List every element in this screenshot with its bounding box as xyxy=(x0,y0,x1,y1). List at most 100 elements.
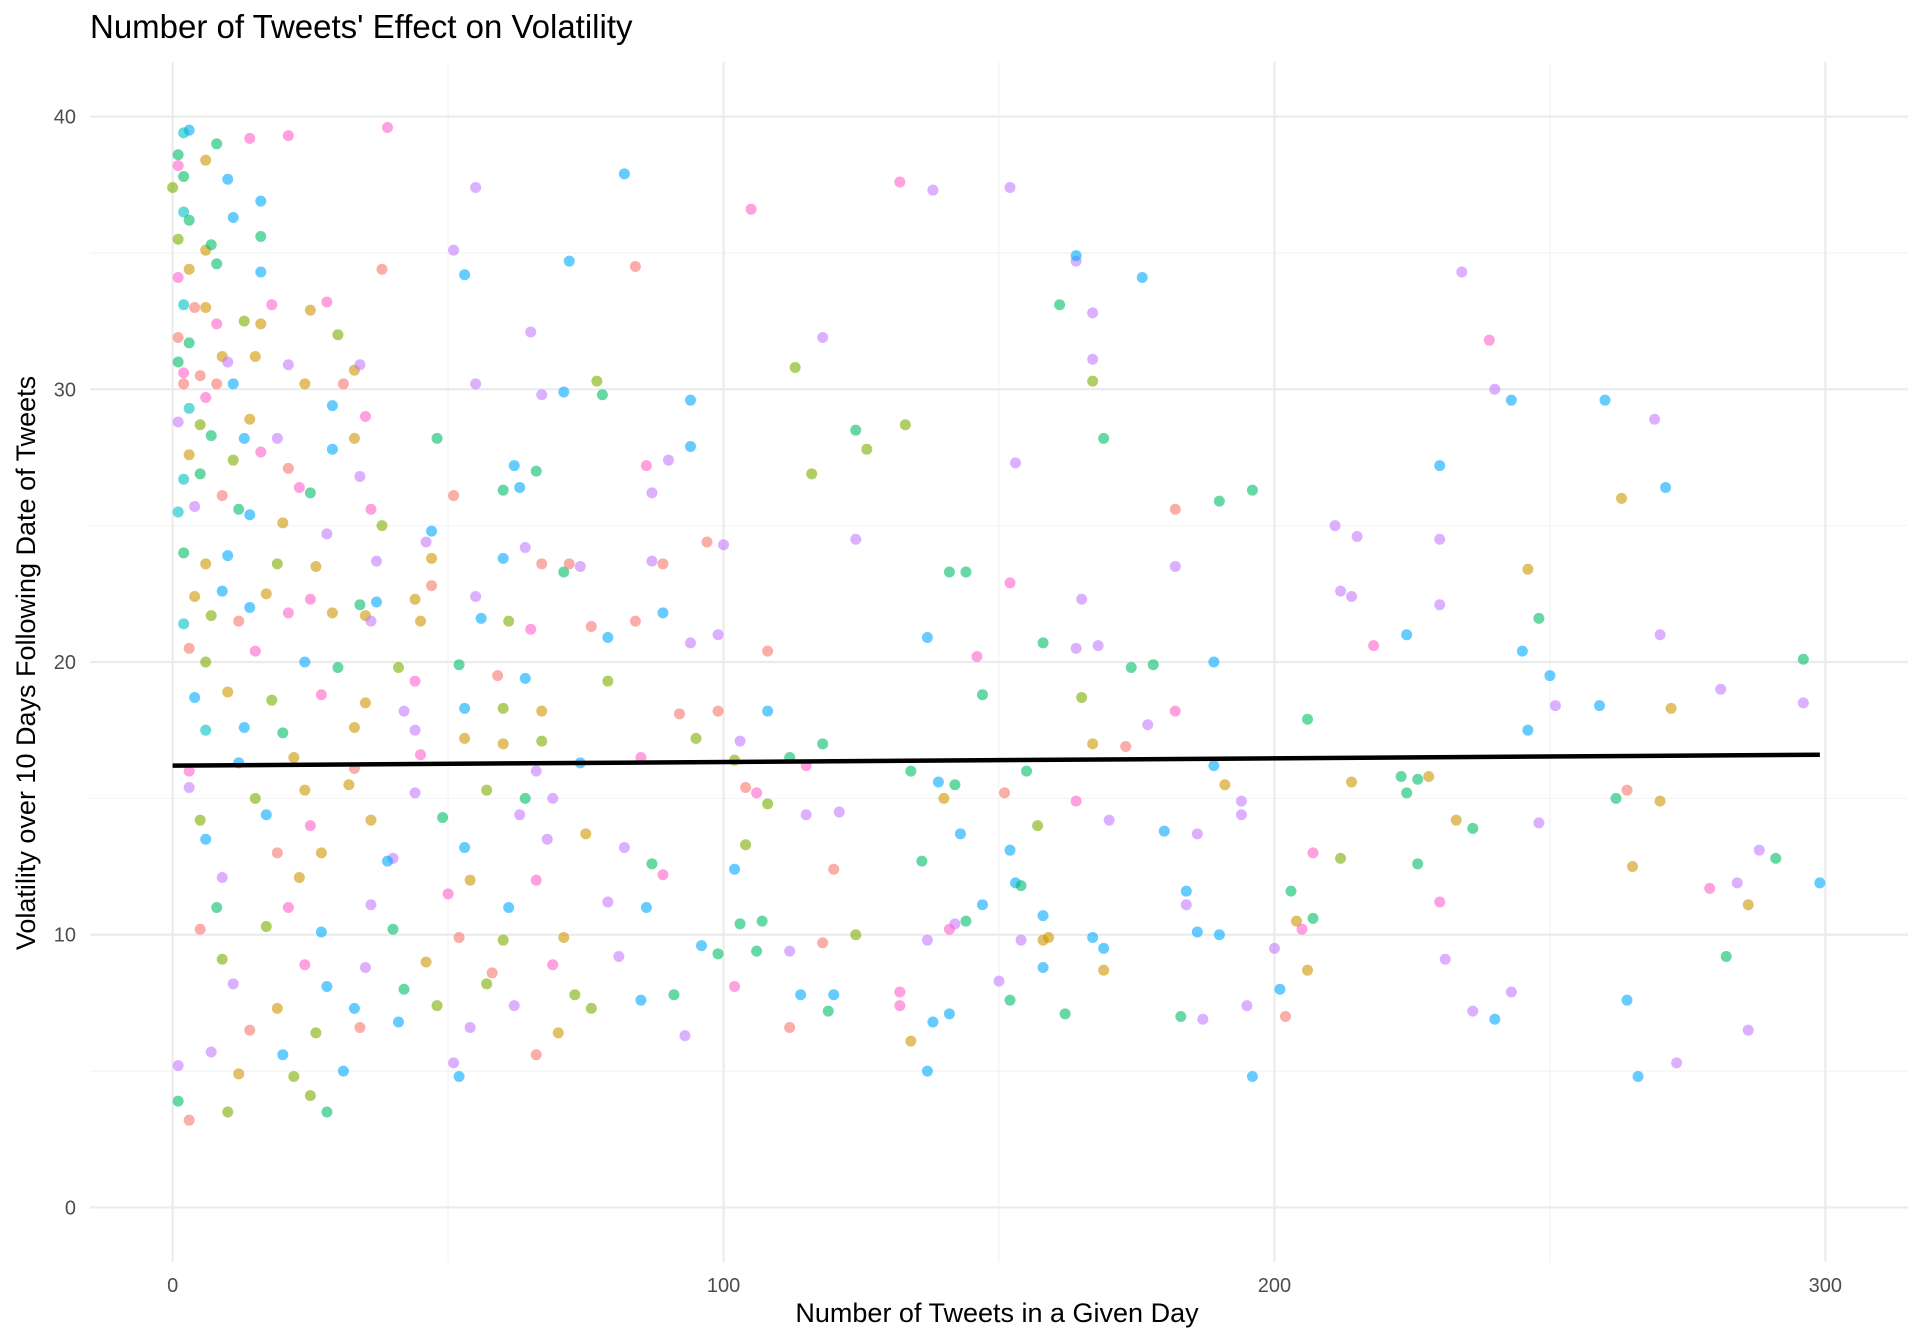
data-point xyxy=(244,132,256,144)
data-point xyxy=(448,1057,460,1069)
data-point xyxy=(1037,637,1049,649)
data-point xyxy=(359,961,371,973)
data-point xyxy=(1169,561,1181,573)
data-point xyxy=(927,184,939,196)
data-point xyxy=(563,558,575,570)
data-point xyxy=(189,301,201,313)
data-point xyxy=(1434,533,1446,545)
data-point xyxy=(1593,700,1605,712)
data-point xyxy=(1290,915,1302,927)
data-point xyxy=(178,473,190,485)
data-point xyxy=(1059,1008,1071,1020)
data-point xyxy=(1098,432,1110,444)
data-point xyxy=(189,691,201,703)
data-point xyxy=(894,1000,906,1012)
data-point xyxy=(172,356,184,368)
data-point xyxy=(993,975,1005,987)
data-point xyxy=(354,359,366,371)
data-point xyxy=(1516,645,1528,657)
data-point xyxy=(200,558,212,570)
data-point xyxy=(183,263,195,275)
data-point xyxy=(497,552,509,564)
data-point xyxy=(343,779,355,791)
data-point xyxy=(172,271,184,283)
data-point xyxy=(1246,1071,1258,1083)
data-point xyxy=(172,160,184,172)
data-point xyxy=(503,901,515,913)
data-point xyxy=(734,918,746,930)
data-point xyxy=(1627,861,1639,873)
data-point xyxy=(1621,784,1633,796)
data-point xyxy=(602,675,614,687)
data-point xyxy=(255,195,267,207)
data-point xyxy=(1147,659,1159,671)
data-point xyxy=(304,487,316,499)
data-point xyxy=(536,558,548,570)
data-point xyxy=(1087,738,1099,750)
data-point xyxy=(762,705,774,717)
data-point xyxy=(381,855,393,867)
data-point xyxy=(1423,771,1435,783)
data-point xyxy=(1649,413,1661,425)
data-point xyxy=(348,432,360,444)
data-point xyxy=(1125,661,1137,673)
data-point xyxy=(684,394,696,406)
data-point xyxy=(310,1027,322,1039)
data-point xyxy=(332,661,344,673)
y-axis-ticks: 0 10 20 30 40 xyxy=(54,107,76,1220)
data-point xyxy=(255,231,267,243)
data-point xyxy=(1004,994,1016,1006)
data-point xyxy=(172,233,184,245)
data-point xyxy=(1015,934,1027,946)
data-point xyxy=(354,599,366,611)
data-point xyxy=(1368,640,1380,652)
data-point xyxy=(921,1065,933,1077)
data-point xyxy=(1434,460,1446,472)
data-point xyxy=(497,484,509,496)
y-tick-label: 30 xyxy=(54,379,76,401)
data-point xyxy=(1098,942,1110,954)
data-point xyxy=(762,645,774,657)
data-point xyxy=(828,989,840,1001)
data-point xyxy=(348,1002,360,1014)
data-point xyxy=(1610,792,1622,804)
data-point xyxy=(288,751,300,763)
data-point xyxy=(1522,724,1534,736)
data-point xyxy=(1632,1071,1644,1083)
data-point xyxy=(376,263,388,275)
data-point xyxy=(497,702,509,714)
data-point xyxy=(1665,702,1677,714)
data-point xyxy=(1191,828,1203,840)
data-point xyxy=(359,411,371,423)
data-point xyxy=(1219,779,1231,791)
data-point xyxy=(932,776,944,788)
data-point xyxy=(921,934,933,946)
data-point xyxy=(453,931,465,943)
data-point xyxy=(751,787,763,799)
data-point xyxy=(409,787,421,799)
data-point xyxy=(1142,719,1154,731)
data-point xyxy=(679,1030,691,1042)
data-point xyxy=(745,203,757,215)
data-point xyxy=(1213,495,1225,507)
data-point xyxy=(299,656,311,668)
data-point xyxy=(227,978,239,990)
data-point xyxy=(321,981,333,993)
data-point xyxy=(519,792,531,804)
data-point xyxy=(1797,653,1809,665)
data-point xyxy=(943,1008,955,1020)
data-point xyxy=(1208,760,1220,772)
data-point xyxy=(1660,481,1672,493)
data-point xyxy=(271,1002,283,1014)
data-point xyxy=(1654,795,1666,807)
data-point xyxy=(459,841,471,853)
data-point xyxy=(558,386,570,398)
data-point xyxy=(1180,899,1192,911)
data-point xyxy=(227,454,239,466)
data-point xyxy=(216,871,228,883)
data-point xyxy=(943,923,955,935)
data-point xyxy=(1307,912,1319,924)
data-point xyxy=(1098,964,1110,976)
data-point xyxy=(227,211,239,223)
data-point xyxy=(183,765,195,777)
